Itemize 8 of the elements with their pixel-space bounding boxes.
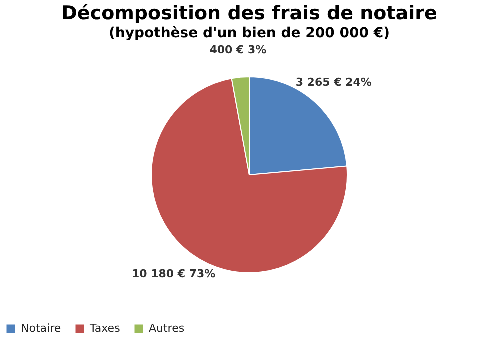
data-label: 400 € 3% <box>210 44 267 57</box>
legend-label: Autres <box>149 322 185 335</box>
data-label: 3 265 € 24% <box>296 76 372 89</box>
legend-label: Notaire <box>21 322 62 335</box>
chart-title: Décomposition des frais de notaire <box>62 2 438 25</box>
legend-label: Taxes <box>89 322 121 335</box>
chart-subtitle: (hypothèse d'un bien de 200 000 €) <box>109 26 390 42</box>
data-label: 10 180 € 73% <box>132 268 216 281</box>
